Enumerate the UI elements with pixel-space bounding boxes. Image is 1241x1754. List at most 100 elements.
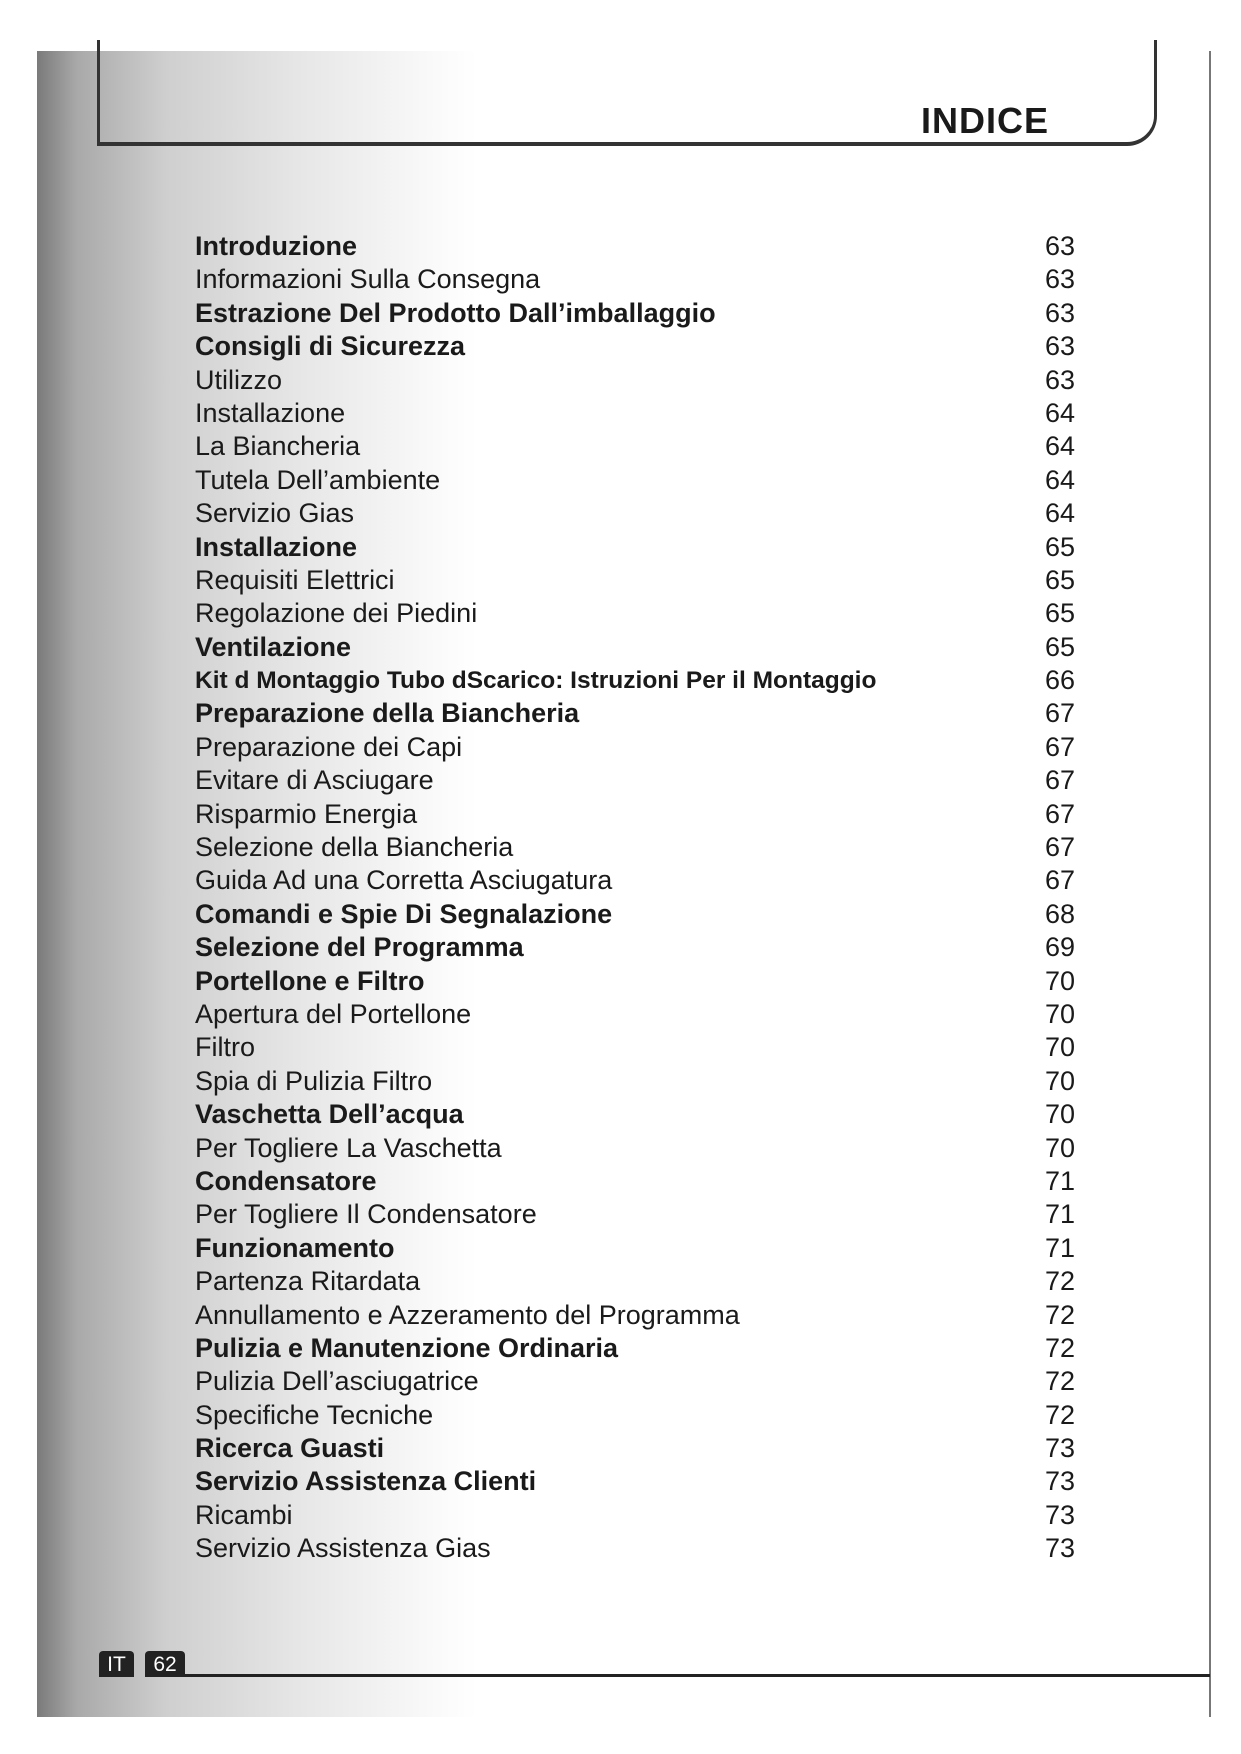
page-edge-line [1209,51,1211,1717]
toc-entry[interactable]: Per Togliere La Vaschetta 70 [195,1132,1095,1165]
toc-entry-title: Guida Ad una Corretta Asciugatura [195,865,613,896]
toc-entry[interactable]: Per Togliere Il Condensatore 71 [195,1198,1095,1231]
toc-entry[interactable]: Consigli di Sicurezza 63 [195,330,1095,363]
toc-entry[interactable]: Ricerca Guasti 73 [195,1432,1095,1465]
toc-entry[interactable]: Spia di Pulizia Filtro 70 [195,1065,1095,1098]
toc-entry[interactable]: Funzionamento 71 [195,1232,1095,1265]
toc-entry[interactable]: Servizio Gias 64 [195,497,1095,530]
toc-entry[interactable]: Estrazione Del Prodotto Dall’imballaggio… [195,297,1095,330]
toc-entry-title: Vaschetta Dell’acqua [195,1099,464,1130]
toc-entry[interactable]: Vaschetta Dell’acqua 70 [195,1098,1095,1131]
table-of-contents: Introduzione 63 Informazioni Sulla Consegn… [195,230,1095,1566]
toc-entry-page: 72 [1045,1332,1076,1363]
toc-entry-page: 70 [1045,1099,1076,1130]
toc-entry[interactable]: Introduzione 63 [195,230,1095,263]
toc-entry[interactable]: La Biancheria 64 [195,430,1095,463]
toc-entry-title: Annullamento e Azzeramento del Programma [195,1299,740,1330]
toc-entry[interactable]: Installazione 64 [195,397,1095,430]
toc-entry-title: Servizio Assistenza Clienti [195,1466,537,1497]
toc-entry-title: Pulizia e Manutenzione Ordinaria [195,1332,619,1363]
toc-entry[interactable]: Ventilazione 65 [195,631,1095,664]
toc-entry[interactable]: Requisiti Elettrici 65 [195,564,1095,597]
toc-entry-title: Installazione [195,397,346,428]
toc-entry[interactable]: Servizio Assistenza Clienti 73 [195,1465,1095,1498]
toc-entry-page: 67 [1045,865,1076,896]
footer-rule [185,1674,1210,1677]
toc-entry[interactable]: Tutela Dell’ambiente 64 [195,464,1095,497]
toc-entry-title: Specifiche Tecniche [195,1399,434,1430]
toc-entry[interactable]: Selezione della Biancheria 67 [195,831,1095,864]
toc-entry-title: Kit d Montaggio Tubo dScarico: Istruzion… [195,667,877,695]
toc-entry[interactable]: Annullamento e Azzeramento del Programma… [195,1299,1095,1332]
toc-entry[interactable]: Condensatore 71 [195,1165,1095,1198]
toc-entry[interactable]: Selezione del Programma 69 [195,931,1095,964]
toc-entry[interactable]: Comandi e Spie Di Segnalazione 68 [195,898,1095,931]
toc-entry[interactable]: Guida Ad una Corretta Asciugatura 67 [195,864,1095,897]
toc-entry-page: 65 [1045,531,1076,562]
toc-entry-page: 72 [1045,1366,1076,1397]
toc-entry-page: 73 [1045,1466,1076,1497]
toc-entry-title: Pulizia Dell’asciugatrice [195,1366,479,1397]
toc-entry[interactable]: Filtro 70 [195,1031,1095,1064]
toc-entry-title: Utilizzo [195,364,283,395]
toc-entry-page: 64 [1045,498,1076,529]
toc-entry[interactable]: Servizio Assistenza Gias 73 [195,1532,1095,1565]
toc-entry-page: 63 [1045,231,1076,261]
toc-entry-title: Introduzione [195,231,357,261]
toc-entry[interactable]: Specifiche Tecniche 72 [195,1399,1095,1432]
toc-entry-title: Tutela Dell’ambiente [195,464,441,495]
toc-entry-title: Filtro [195,1032,255,1063]
toc-entry-title: Informazioni Sulla Consegna [195,264,541,295]
toc-entry-page: 71 [1045,1232,1076,1263]
toc-entry-title: Preparazione dei Capi [195,731,463,762]
toc-entry-page: 67 [1045,765,1076,796]
toc-entry[interactable]: Pulizia Dell’asciugatrice 72 [195,1365,1095,1398]
toc-entry-title: Servizio Assistenza Gias [195,1533,491,1564]
toc-entry[interactable]: Risparmio Energia 67 [195,798,1095,831]
toc-entry-title: Selezione della Biancheria [195,832,514,863]
toc-entry[interactable]: Evitare di Asciugare 67 [195,764,1095,797]
toc-entry-title: Estrazione Del Prodotto Dall’imballaggio [195,297,716,328]
toc-entry-page: 73 [1045,1533,1076,1564]
toc-entry-page: 64 [1045,431,1076,462]
toc-entry-title: Funzionamento [195,1232,395,1263]
toc-entry-title: La Biancheria [195,431,361,462]
toc-entry-page: 71 [1045,1199,1076,1230]
toc-entry-page: 72 [1045,1299,1076,1330]
toc-entry-title: Consigli di Sicurezza [195,331,466,362]
toc-entry-title: Preparazione della Biancheria [195,698,580,729]
toc-entry-page: 70 [1045,1032,1076,1063]
toc-entry-page: 69 [1045,932,1076,963]
toc-entry-title: Ricerca Guasti [195,1433,385,1464]
toc-entry-page: 73 [1045,1499,1076,1530]
language-tag: IT [99,1651,134,1677]
page-number: 62 [145,1651,185,1677]
toc-entry-page: 73 [1045,1433,1076,1464]
toc-entry[interactable]: Regolazione dei Piedini 65 [195,597,1095,630]
toc-entry-page: 70 [1045,1065,1076,1096]
toc-entry-page: 64 [1045,397,1076,428]
toc-entry-page: 67 [1045,832,1076,863]
toc-entry[interactable]: Preparazione dei Capi 67 [195,731,1095,764]
toc-entry[interactable]: Preparazione della Biancheria 67 [195,697,1095,730]
toc-entry-page: 67 [1045,698,1076,729]
toc-entry[interactable]: Kit d Montaggio Tubo dScarico: Istruzion… [195,664,1095,697]
toc-entry[interactable]: Utilizzo 63 [195,364,1095,397]
toc-entry-page: 65 [1045,598,1076,629]
toc-entry[interactable]: Informazioni Sulla Consegna 63 [195,263,1095,296]
header-frame [97,40,1157,146]
toc-entry-title: Risparmio Energia [195,798,418,829]
toc-entry-page: 65 [1045,631,1076,662]
toc-entry[interactable]: Installazione 65 [195,531,1095,564]
toc-entry-page: 72 [1045,1266,1076,1297]
page-background [37,51,1210,1717]
toc-entry[interactable]: Ricambi 73 [195,1499,1095,1532]
toc-entry-page: 64 [1045,464,1076,495]
toc-entry-title: Ventilazione [195,631,352,662]
toc-entry-title: Partenza Ritardata [195,1266,421,1297]
toc-entry[interactable]: Pulizia e Manutenzione Ordinaria 72 [195,1332,1095,1365]
toc-entry[interactable]: Apertura del Portellone 70 [195,998,1095,1031]
toc-entry[interactable]: Portellone e Filtro 70 [195,965,1095,998]
toc-entry[interactable]: Partenza Ritardata 72 [195,1265,1095,1298]
toc-entry-title: Ricambi [195,1499,293,1530]
